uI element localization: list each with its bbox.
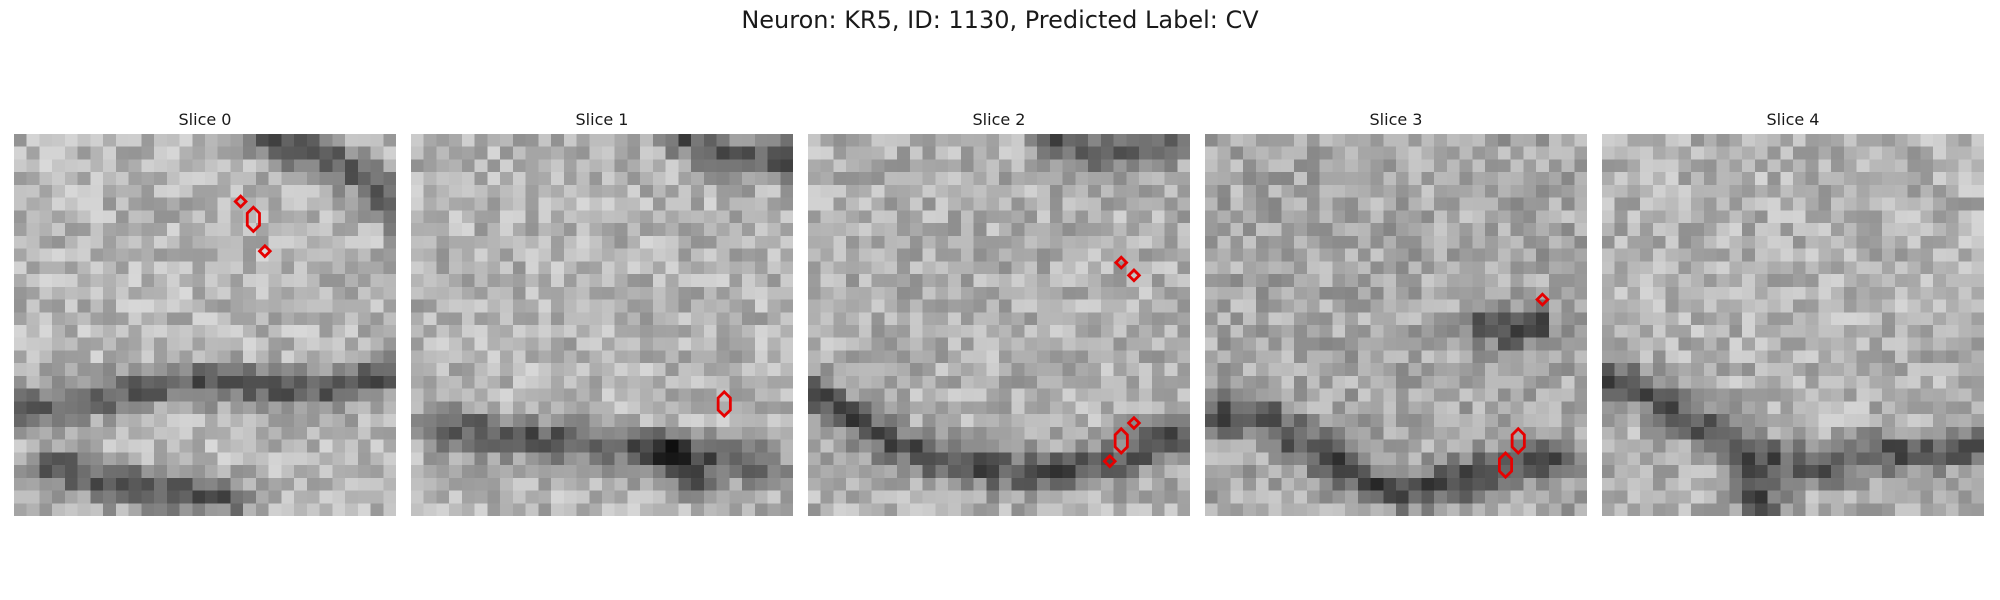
marker-diamond: [1126, 415, 1142, 431]
slice-title-2: Slice 2: [972, 110, 1026, 129]
slice-image-2: [808, 134, 1190, 516]
marker-hexagon: [1497, 450, 1514, 480]
marker-diamond: [1535, 292, 1550, 307]
slice-title-0: Slice 0: [178, 110, 232, 129]
slice-title-4: Slice 4: [1766, 110, 1820, 129]
slice-image-3: [1205, 134, 1587, 516]
marker-diamond: [1102, 453, 1118, 469]
figure-title: Neuron: KR5, ID: 1130, Predicted Label: …: [741, 6, 1259, 34]
slice-title-1: Slice 1: [575, 110, 629, 129]
marker-hexagon: [716, 389, 732, 419]
slice-panel-1: Slice 1: [411, 108, 793, 516]
marker-diamond: [1113, 255, 1129, 270]
slice-panel-3: Slice 3: [1205, 108, 1587, 516]
marker-diamond: [257, 243, 273, 259]
marker-hexagon: [245, 205, 261, 234]
marker-hexagon: [1113, 426, 1129, 455]
marker-diamond: [233, 194, 248, 209]
slice-image-4: [1602, 134, 1984, 516]
slice-panel-2: Slice 2: [808, 108, 1190, 516]
marker-diamond: [1126, 268, 1142, 283]
slice-panel-4: Slice 4: [1602, 108, 1984, 516]
slice-panel-0: Slice 0: [14, 108, 396, 516]
slice-title-3: Slice 3: [1369, 110, 1423, 129]
marker-hexagon: [1510, 426, 1526, 455]
slice-image-0: [14, 134, 396, 516]
slice-image-1: [411, 134, 793, 516]
